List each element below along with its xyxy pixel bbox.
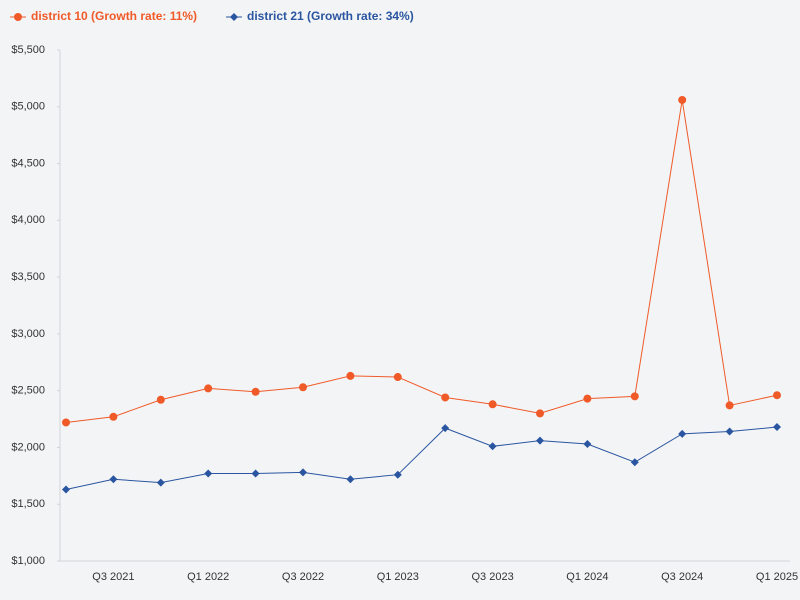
series-line bbox=[65, 426, 778, 490]
point bbox=[773, 423, 781, 432]
x-tick-label: Q3 2024 bbox=[661, 571, 703, 583]
point bbox=[678, 95, 687, 104]
y-tick-label: $4,000 bbox=[11, 214, 45, 226]
x-tick-label: Q1 2025 bbox=[756, 571, 798, 583]
point bbox=[299, 383, 307, 392]
point bbox=[14, 13, 22, 21]
y-tick-label: $5,000 bbox=[11, 101, 45, 113]
point bbox=[630, 458, 639, 467]
y-tick-label: $3,500 bbox=[11, 271, 45, 283]
point bbox=[346, 475, 355, 484]
y-tick-label: $1,500 bbox=[11, 498, 45, 510]
x-tick-label: Q3 2021 bbox=[92, 571, 134, 583]
point bbox=[109, 412, 118, 421]
point bbox=[251, 387, 260, 396]
point bbox=[488, 442, 497, 451]
point bbox=[488, 400, 497, 409]
x-tick-label: Q1 2023 bbox=[377, 571, 419, 583]
point bbox=[62, 485, 70, 494]
legend-label: district 10 (Growth rate: 11%) bbox=[31, 9, 197, 23]
point bbox=[156, 478, 165, 487]
point bbox=[204, 384, 213, 393]
point bbox=[441, 424, 450, 433]
point bbox=[204, 469, 213, 478]
point bbox=[230, 13, 238, 21]
point bbox=[62, 418, 70, 427]
legend-label: district 21 (Growth rate: 34%) bbox=[247, 9, 414, 23]
point bbox=[536, 436, 544, 445]
x-tick-label: Q1 2024 bbox=[566, 571, 608, 583]
point bbox=[725, 427, 734, 436]
point bbox=[725, 401, 734, 410]
point bbox=[536, 409, 544, 418]
point bbox=[251, 469, 260, 478]
y-tick-label: $2,000 bbox=[11, 441, 45, 453]
x-tick-label: Q3 2023 bbox=[471, 571, 513, 583]
point bbox=[109, 475, 118, 484]
point bbox=[773, 391, 781, 400]
point bbox=[393, 470, 402, 479]
point bbox=[441, 393, 450, 402]
y-tick-label: $1,000 bbox=[11, 555, 45, 567]
point bbox=[583, 440, 592, 449]
point bbox=[583, 394, 592, 403]
point bbox=[346, 371, 355, 380]
point bbox=[393, 373, 402, 382]
point bbox=[678, 429, 687, 438]
x-tick-label: Q3 2022 bbox=[282, 571, 324, 583]
series-line bbox=[65, 99, 778, 423]
y-tick-label: $2,500 bbox=[11, 385, 45, 397]
point bbox=[156, 395, 165, 404]
y-tick-label: $4,500 bbox=[11, 157, 45, 169]
point bbox=[299, 468, 307, 477]
point bbox=[630, 392, 639, 401]
x-tick-label: Q1 2022 bbox=[187, 571, 229, 583]
y-tick-label: $5,500 bbox=[11, 44, 45, 56]
y-tick-label: $3,000 bbox=[11, 328, 45, 340]
